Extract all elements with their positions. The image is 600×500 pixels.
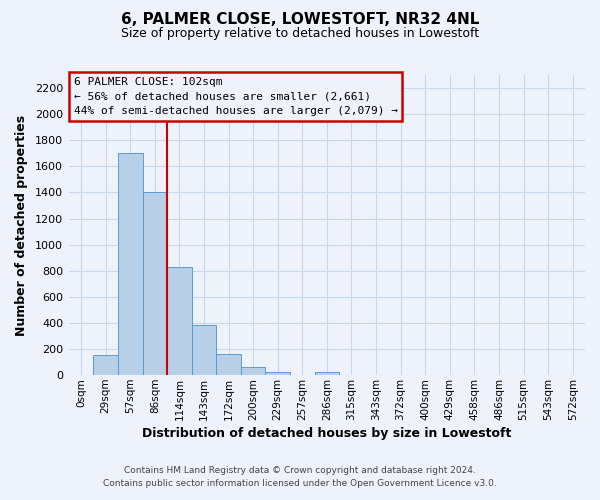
Bar	[191, 325, 216, 375]
Bar	[241, 368, 265, 375]
Text: 6 PALMER CLOSE: 102sqm
← 56% of detached houses are smaller (2,661)
44% of semi-: 6 PALMER CLOSE: 102sqm ← 56% of detached…	[74, 76, 398, 116]
Text: 6, PALMER CLOSE, LOWESTOFT, NR32 4NL: 6, PALMER CLOSE, LOWESTOFT, NR32 4NL	[121, 12, 479, 28]
X-axis label: Distribution of detached houses by size in Lowestoft: Distribution of detached houses by size …	[142, 427, 512, 440]
Bar	[118, 154, 143, 375]
Bar	[94, 355, 118, 375]
Bar	[314, 372, 339, 375]
Y-axis label: Number of detached properties: Number of detached properties	[15, 114, 28, 336]
Text: Contains HM Land Registry data © Crown copyright and database right 2024.
Contai: Contains HM Land Registry data © Crown c…	[103, 466, 497, 487]
Bar	[265, 372, 290, 375]
Bar	[167, 267, 191, 375]
Text: Size of property relative to detached houses in Lowestoft: Size of property relative to detached ho…	[121, 28, 479, 40]
Bar	[216, 354, 241, 375]
Bar	[143, 192, 167, 375]
